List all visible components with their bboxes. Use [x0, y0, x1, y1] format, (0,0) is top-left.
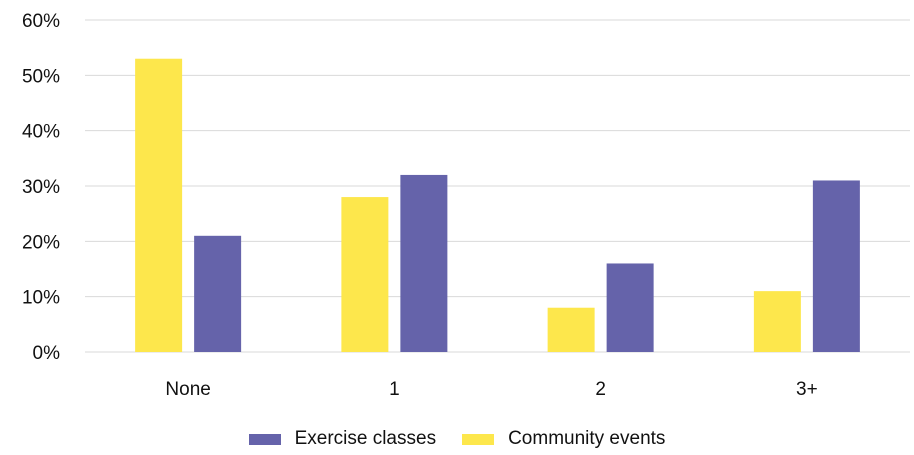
legend-swatch-exercise-classes — [248, 433, 281, 445]
y-tick-label: 50% — [22, 66, 60, 87]
y-tick-label: 20% — [22, 232, 60, 253]
bar-community-events — [753, 291, 801, 352]
x-tick-label: 1 — [389, 379, 400, 400]
y-tick-label: 10% — [22, 288, 60, 309]
legend-label-community-events: Community events — [508, 428, 666, 449]
x-tick-label: 2 — [595, 379, 606, 400]
legend-item-exercise-classes: Exercise classes — [248, 428, 437, 450]
legend-item-community-events: Community events — [462, 428, 665, 450]
x-axis-tick-labels: None 1 2 3+ — [165, 379, 817, 400]
bar-exercise-classes — [812, 180, 860, 352]
legend-swatch-community-events — [462, 433, 495, 445]
bars — [135, 58, 860, 352]
bar-exercise-classes — [606, 263, 654, 352]
bar-community-events — [341, 197, 389, 352]
x-tick-label: None — [165, 379, 210, 400]
x-tick-label: 3+ — [796, 379, 818, 400]
bar-community-events — [547, 307, 595, 352]
y-tick-label: 60% — [22, 11, 60, 32]
y-tick-label: 30% — [22, 177, 60, 198]
y-tick-label: 40% — [22, 122, 60, 143]
bar-chart: 0% 10% 20% 30% 40% 50% 60% None 1 2 3+ — [22, 11, 910, 400]
bar-community-events — [135, 58, 183, 352]
bar-exercise-classes — [400, 174, 448, 352]
legend-label-exercise-classes: Exercise classes — [294, 428, 437, 449]
y-tick-label: 0% — [33, 343, 61, 364]
bar-exercise-classes — [194, 235, 242, 352]
y-axis-tick-labels: 0% 10% 20% 30% 40% 50% 60% — [22, 11, 60, 364]
legend: Exercise classes Community events — [0, 428, 914, 450]
